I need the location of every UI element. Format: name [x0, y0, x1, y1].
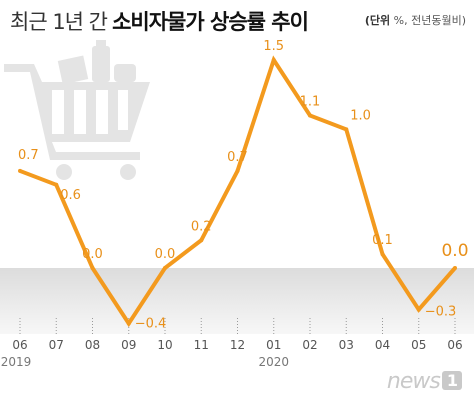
x-tick-label: 07	[49, 338, 64, 352]
x-tick-label: 06	[447, 338, 462, 352]
data-label: 0.1	[372, 233, 393, 248]
unit-label: (단위	[364, 14, 391, 27]
data-label: 0.0	[155, 247, 176, 262]
data-point	[126, 321, 131, 326]
data-label: 0.0	[441, 241, 468, 261]
data-label: 1.5	[263, 39, 284, 54]
data-point	[199, 238, 204, 243]
x-tick-label: 11	[194, 338, 209, 352]
x-tick-label: 10	[157, 338, 172, 352]
data-label: 0.0	[82, 247, 103, 262]
data-point	[90, 266, 95, 270]
data-point	[308, 113, 312, 118]
data-label: 1.0	[350, 108, 371, 123]
data-point	[235, 168, 240, 173]
year-label: 2019	[1, 355, 32, 369]
title-bold: 소비자물가 상승률 추이	[112, 10, 309, 34]
x-tick-label: 02	[302, 338, 317, 352]
data-label: 0.7	[227, 150, 248, 165]
data-label: −0.4	[135, 316, 167, 331]
x-tick-label: 08	[85, 338, 100, 352]
data-label: 0.7	[18, 148, 39, 163]
watermark-badge: 1	[441, 371, 462, 390]
chart-title: 최근 1년 간 소비자물가 상승률 추이	[10, 6, 309, 36]
data-point	[416, 307, 421, 312]
negative-region-band	[0, 268, 474, 334]
data-labels: 0.7 0.6 0.0 −0.4 0.0 0.2 0.7 1.5 1.1 1.0 0.1 −0.3 0.…	[18, 39, 469, 331]
year-label: 2020	[258, 355, 289, 369]
unit-detail: %, 전년동월비)	[390, 14, 466, 27]
unit-note: (단위 %, 전년동월비)	[365, 12, 466, 28]
x-axis-year-labels: 2019 2020	[1, 355, 289, 369]
series-line	[18, 55, 457, 328]
data-label: 0.6	[60, 188, 81, 203]
x-tick-label: 12	[230, 338, 245, 352]
x-tick-label: 05	[411, 338, 426, 352]
x-tick-label: 01	[266, 338, 281, 352]
data-point	[271, 58, 276, 62]
x-tick-label: 03	[339, 338, 354, 352]
news1-watermark: news 1	[387, 369, 462, 394]
data-point	[54, 182, 59, 187]
data-label: 0.2	[191, 219, 212, 234]
x-tick-label: 04	[375, 338, 390, 352]
shopping-cart-icon	[4, 40, 150, 180]
x-tick-label: 09	[121, 338, 136, 352]
x-axis-ticks: 06 07 08 09 10 11 12 01 02 03 04 05 06	[12, 318, 463, 352]
watermark-text: news	[386, 369, 441, 394]
title-light: 최근 1년 간	[10, 10, 108, 34]
data-label: −0.3	[425, 305, 457, 320]
data-point	[380, 252, 385, 257]
data-point	[344, 127, 349, 132]
data-point	[453, 266, 457, 270]
data-point	[163, 266, 167, 270]
x-tick-label: 06	[12, 338, 27, 352]
data-label: 1.1	[300, 94, 321, 109]
data-point	[18, 168, 22, 173]
